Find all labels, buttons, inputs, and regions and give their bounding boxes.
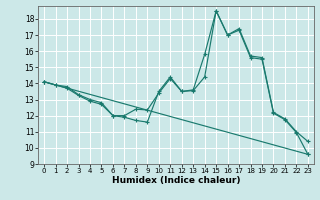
X-axis label: Humidex (Indice chaleur): Humidex (Indice chaleur) xyxy=(112,176,240,185)
